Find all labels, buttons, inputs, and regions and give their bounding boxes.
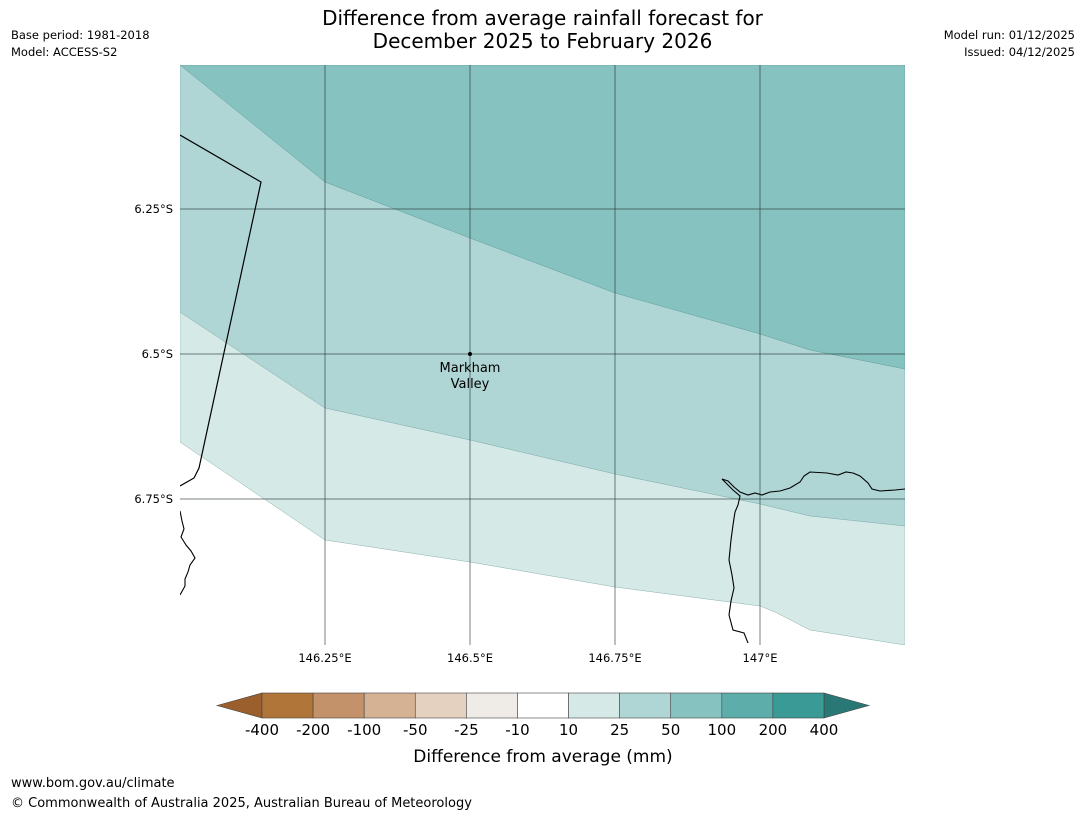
footer: www.bom.gov.au/climate © Commonwealth of… — [11, 774, 472, 814]
markham-valley-marker — [468, 352, 472, 356]
place-label-line-1: Markham — [440, 361, 501, 376]
issued-date: Issued: 04/12/2025 — [964, 45, 1075, 59]
colorbar-cell — [721, 692, 774, 719]
colorbar: -400 -200 -100 -50 -25 -10 10 25 50 100 200 400 — [215, 692, 871, 739]
colorbar-tick-label: 200 — [759, 721, 788, 739]
lon-label: 147°E — [743, 651, 778, 665]
colorbar-tick-label: -400 — [245, 721, 279, 739]
coastline-west — [180, 510, 196, 596]
title-line-1: Difference from average rainfall forecas… — [322, 6, 763, 30]
forecast-map — [180, 65, 905, 645]
colorbar-cell — [619, 692, 672, 719]
colorbar-tick-label: -10 — [505, 721, 530, 739]
colorbar-tick-label: -100 — [347, 721, 381, 739]
colorbar-tick-label: 50 — [661, 721, 680, 739]
colorbar-arrow-right — [823, 692, 871, 719]
colorbar-cell — [670, 692, 723, 719]
lat-label: 6.5°S — [142, 347, 173, 361]
meta-right: Model run: 01/12/2025 Issued: 04/12/2025 — [944, 27, 1075, 61]
boundary-line — [180, 134, 262, 487]
base-period: Base period: 1981-2018 — [11, 28, 150, 42]
model-run: Model run: 01/12/2025 — [943, 28, 1075, 42]
map-title: Difference from average rainfall forecas… — [0, 7, 1085, 53]
colorbar-tick-label: 100 — [707, 721, 736, 739]
footer-url[interactable]: www.bom.gov.au/climate — [11, 776, 175, 791]
colorbar-arrow-left — [215, 692, 263, 719]
colorbar-cell — [312, 692, 365, 719]
lon-label: 146.75°E — [588, 651, 641, 665]
lon-label: 146.5°E — [447, 651, 493, 665]
model-name: Model: ACCESS-S2 — [11, 45, 118, 59]
title-line-2: December 2025 to February 2026 — [372, 29, 713, 53]
colorbar-tick-label: -25 — [454, 721, 479, 739]
meta-left: Base period: 1981-2018 Model: ACCESS-S2 — [11, 27, 150, 61]
colorbar-tick-label: 25 — [610, 721, 629, 739]
colorbar-cell — [466, 692, 518, 719]
colorbar-tick-label: -200 — [296, 721, 330, 739]
colorbar-cell — [772, 692, 825, 719]
lat-label: 6.75°S — [134, 492, 173, 506]
colorbar-cell — [261, 692, 314, 719]
lat-label: 6.25°S — [134, 202, 173, 216]
footer-copyright: © Commonwealth of Australia 2025, Austra… — [11, 796, 472, 811]
colorbar-tick-label: 400 — [810, 721, 839, 739]
colorbar-cell — [414, 692, 467, 719]
colorbar-title: Difference from average (mm) — [413, 747, 672, 767]
colorbar-cell — [517, 692, 569, 719]
place-label-line-2: Valley — [451, 377, 490, 392]
colorbar-tick-label: 10 — [559, 721, 578, 739]
coastline-east — [721, 471, 905, 644]
colorbar-tick-label: -50 — [403, 721, 428, 739]
colorbar-cell — [363, 692, 416, 719]
graticule — [180, 65, 905, 645]
colorbar-cell — [568, 692, 620, 719]
lon-label: 146.25°E — [298, 651, 351, 665]
